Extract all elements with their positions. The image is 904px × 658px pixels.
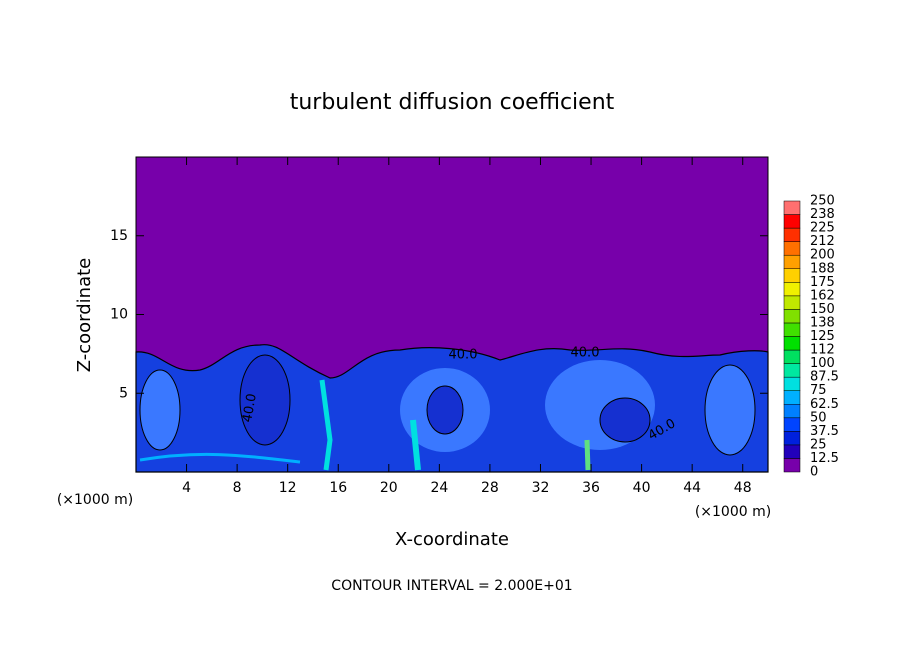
footer: CONTOUR INTERVAL = 2.000E+01 (331, 578, 572, 594)
colorbar-box (783, 363, 801, 378)
colorbar-box (783, 227, 801, 242)
colorbar-box (783, 268, 801, 283)
x-tick-label: 44 (683, 480, 701, 496)
colorbar-label: 25 (810, 437, 827, 452)
field-contour (704, 364, 756, 456)
field-streak (584, 439, 591, 471)
colorbar-label: 12.5 (810, 451, 839, 466)
colorbar-label: 87.5 (810, 370, 839, 385)
colorbar-box (783, 336, 801, 351)
x-tick-label: 48 (734, 480, 752, 496)
colorbar-box (783, 322, 801, 337)
colorbar-label: 112 (810, 343, 835, 358)
colorbar-box (783, 431, 801, 446)
y-axis-label: Z-coordinate (74, 258, 95, 373)
x-tick-label: 28 (481, 480, 499, 496)
colorbar-box (783, 417, 801, 432)
contour-label: 40.0 (571, 346, 600, 361)
colorbar-label: 200 (810, 248, 835, 263)
colorbar-box (783, 444, 801, 459)
colorbar-label: 250 (810, 194, 835, 209)
colorbar-label: 125 (810, 329, 835, 344)
colorbar-label: 62.5 (810, 397, 839, 412)
colorbar-box (783, 282, 801, 297)
colorbar-label: 37.5 (810, 424, 839, 439)
colorbar-label: 188 (810, 261, 835, 276)
colorbar-box (783, 376, 801, 391)
colorbar-box (783, 309, 801, 324)
x-tick-label: 4 (182, 480, 191, 496)
colorbar-box (783, 200, 801, 215)
x-tick-label: 20 (380, 480, 398, 496)
y-unit: (×1000 m) (57, 492, 133, 508)
colorbar-label: 50 (810, 410, 827, 425)
colorbar-box (783, 404, 801, 419)
colorbar-label: 75 (810, 383, 827, 398)
x-unit: (×1000 m) (695, 504, 771, 520)
colorbar-label: 175 (810, 275, 835, 290)
field-contour (239, 354, 291, 446)
field-contour (599, 397, 651, 443)
colorbar-label: 162 (810, 288, 835, 303)
x-tick-label: 16 (329, 480, 347, 496)
colorbar-label: 212 (810, 234, 835, 249)
colorbar-label: 100 (810, 356, 835, 371)
x-tick-label: 36 (582, 480, 600, 496)
colorbar-box (783, 241, 801, 256)
colorbar-label: 150 (810, 302, 835, 317)
colorbar-box (783, 214, 801, 229)
colorbar-label: 138 (810, 315, 835, 330)
colorbar-label: 238 (810, 207, 835, 222)
chart-title: turbulent diffusion coefficient (290, 90, 615, 115)
colorbar-box (783, 254, 801, 269)
x-tick-label: 12 (279, 480, 297, 496)
y-tick-label: 10 (110, 307, 128, 323)
colorbar-box (783, 295, 801, 310)
field-streak (139, 452, 301, 464)
x-tick-label: 32 (532, 480, 550, 496)
x-tick-label: 8 (233, 480, 242, 496)
y-tick-label: 5 (119, 385, 128, 401)
colorbar-label: 0 (810, 465, 818, 480)
colorbar-box (783, 390, 801, 405)
field (135, 157, 769, 473)
contour-label: 40.0 (240, 392, 260, 423)
x-tick-label: 40 (633, 480, 651, 496)
contour-label: 40.0 (449, 348, 478, 363)
x-axis-label: X-coordinate (395, 529, 509, 550)
colorbar-label: 225 (810, 221, 835, 236)
field-streak (410, 419, 421, 471)
x-tick-label: 24 (430, 480, 448, 496)
colorbar-box (783, 458, 801, 473)
colorbar-box (783, 349, 801, 364)
y-tick-label: 15 (110, 228, 128, 244)
field-contour (426, 385, 464, 435)
field-streak (319, 379, 333, 471)
field-contour (139, 369, 181, 451)
